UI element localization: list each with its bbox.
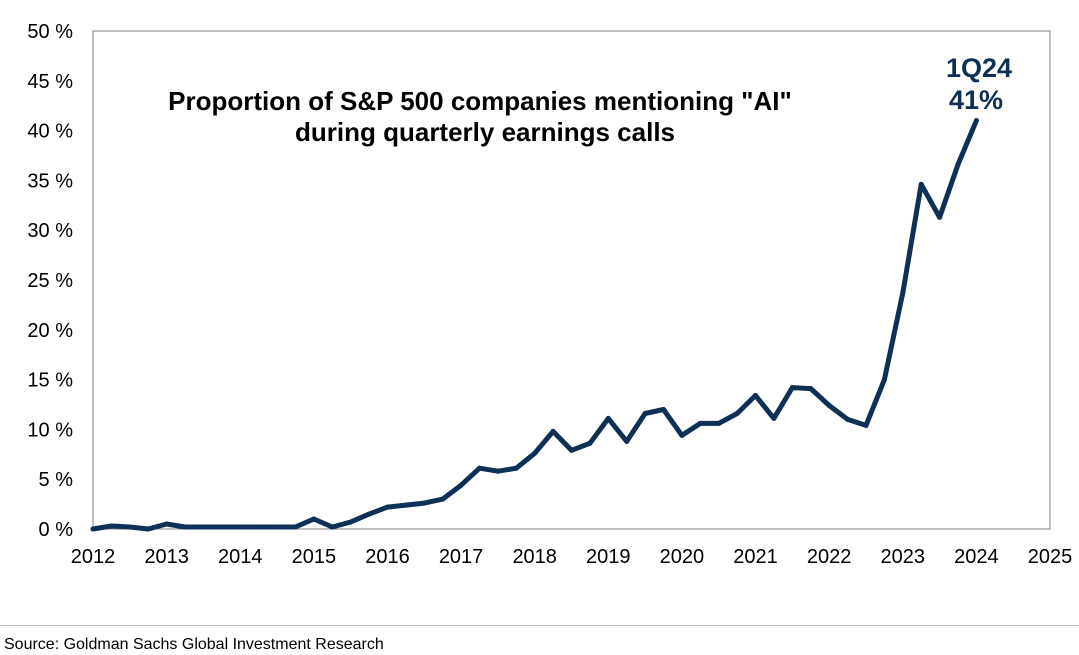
x-tick-label: 2014	[218, 546, 263, 568]
data-point	[771, 415, 777, 421]
annotation-label: 1Q24	[946, 53, 1012, 83]
data-point	[863, 422, 869, 428]
series-line	[90, 118, 979, 532]
y-tick-label: 30 %	[27, 220, 73, 242]
data-point	[329, 524, 335, 530]
data-point	[237, 524, 243, 530]
x-tick-label: 2024	[954, 546, 999, 568]
data-point	[642, 411, 648, 416]
x-tick-label: 2012	[71, 546, 116, 568]
y-tick-label: 20 %	[27, 320, 73, 342]
x-tick-label: 2017	[439, 546, 484, 568]
data-point	[182, 524, 188, 530]
data-point	[513, 465, 519, 471]
x-tick-label: 2020	[660, 546, 705, 568]
chart: 0 % 5 % 10 % 15 % 20 % 25 % 30 % 35 % 40 % 45 % 50…	[27, 21, 1073, 568]
data-point	[808, 386, 814, 392]
data-point	[937, 214, 943, 220]
data-point	[274, 524, 280, 530]
data-point	[477, 465, 482, 471]
x-tick-label: 2018	[512, 546, 557, 568]
y-tick-label: 45 %	[27, 71, 73, 93]
data-point	[587, 440, 593, 446]
data-point	[256, 524, 262, 530]
data-point	[734, 411, 740, 416]
x-tick-label: 2025	[1028, 546, 1073, 568]
y-tick-label: 35 %	[27, 170, 73, 192]
data-point	[624, 438, 630, 444]
data-point	[881, 377, 887, 383]
data-point	[495, 468, 501, 474]
data-point	[311, 516, 317, 522]
plot-frame	[92, 30, 1051, 530]
data-point	[90, 526, 96, 532]
y-tick-label: 50 %	[27, 21, 73, 43]
y-tick-label: 40 %	[27, 121, 73, 143]
footer-divider	[0, 625, 1079, 626]
annotation-value: 41%	[949, 85, 1003, 115]
data-point	[900, 290, 906, 296]
data-point	[679, 432, 685, 438]
data-point	[550, 428, 556, 434]
x-tick-label: 2021	[733, 546, 778, 568]
data-point	[403, 502, 409, 508]
data-point	[697, 420, 703, 426]
y-tick-label: 25 %	[27, 270, 73, 292]
y-axis-tick-labels: 0 % 5 % 10 % 15 % 20 % 25 % 30 % 35 % 40 % 45 % 50…	[27, 21, 73, 541]
data-point	[292, 524, 298, 530]
data-point	[348, 519, 354, 525]
chart-title-line-2: during quarterly earnings calls	[295, 117, 675, 147]
data-point	[421, 500, 427, 506]
data-point	[440, 496, 446, 502]
data-point	[661, 407, 666, 412]
data-point	[200, 524, 206, 530]
data-point	[385, 504, 390, 510]
data-point	[605, 415, 611, 421]
data-point	[532, 450, 538, 456]
data-point	[127, 524, 133, 530]
y-tick-label: 5 %	[39, 469, 74, 491]
data-point	[164, 521, 170, 527]
data-point	[716, 420, 722, 426]
data-point	[845, 416, 851, 422]
x-tick-label: 2023	[881, 546, 926, 568]
x-tick-label: 2016	[365, 546, 410, 568]
data-point	[789, 385, 795, 391]
data-point	[753, 393, 758, 398]
data-point	[973, 118, 979, 124]
data-point	[219, 524, 225, 530]
data-point	[108, 523, 114, 529]
data-point	[918, 181, 924, 187]
source-note: Source: Goldman Sachs Global Investment …	[4, 636, 384, 653]
x-tick-label: 2022	[807, 546, 852, 568]
x-tick-label: 2013	[144, 546, 189, 568]
data-point	[826, 403, 832, 408]
data-point	[955, 162, 961, 167]
x-tick-label: 2019	[586, 546, 631, 568]
data-points	[90, 118, 979, 532]
y-tick-label: 0 %	[39, 519, 74, 541]
data-point	[366, 511, 372, 517]
x-tick-label: 2015	[292, 546, 337, 568]
y-tick-label: 10 %	[27, 419, 73, 441]
x-axis-tick-labels: 2012 2013 2014 2015 2016 2017 2018 2019 2020 2021…	[71, 546, 1073, 568]
chart-title-line-1: Proportion of S&P 500 companies mentioni…	[168, 86, 792, 116]
data-point	[458, 482, 464, 488]
data-point	[569, 447, 574, 453]
y-tick-label: 15 %	[27, 370, 73, 392]
data-point	[145, 526, 151, 532]
